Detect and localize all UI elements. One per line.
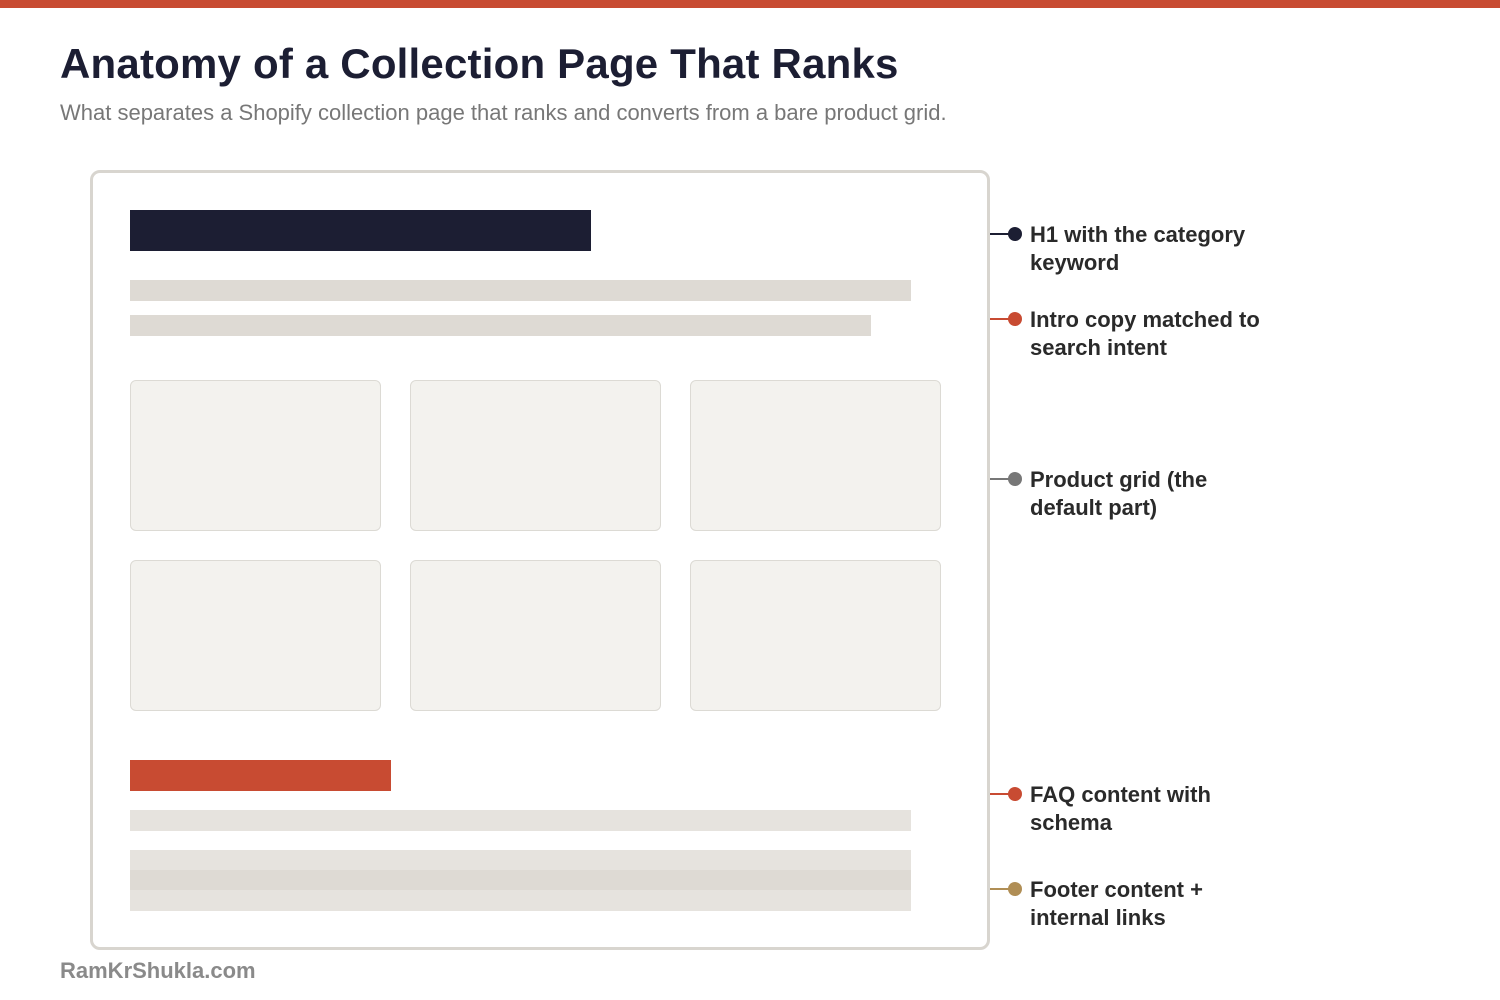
intro-copy-line [130, 315, 871, 336]
faq-heading-bar [130, 760, 391, 791]
product-card [690, 380, 941, 531]
callout-dot-icon [1008, 882, 1022, 896]
footer-content-line [130, 890, 911, 911]
h1-placeholder-bar [130, 210, 591, 251]
callout-connector-line [990, 233, 1010, 235]
page-title: Anatomy of a Collection Page That Ranks [60, 40, 899, 87]
callout-label: Footer content + internal links [1030, 877, 1203, 930]
footer-content-line [130, 850, 911, 871]
top-accent-bar [0, 0, 1500, 8]
callout-connector-line [990, 793, 1010, 795]
brand-footer-text: RamKrShukla.com [60, 958, 256, 983]
callout-label: FAQ content with schema [1030, 782, 1211, 835]
product-card [130, 560, 381, 711]
product-card [690, 560, 941, 711]
callout-connector-line [990, 318, 1010, 320]
product-card [410, 380, 661, 531]
callout-label: Intro copy matched to search intent [1030, 307, 1260, 360]
product-card [130, 380, 381, 531]
intro-copy-line [130, 280, 911, 301]
faq-content-line [130, 810, 911, 831]
callout-label: H1 with the category keyword [1030, 222, 1246, 275]
callout-dot-icon [1008, 787, 1022, 801]
callout-label: Product grid (the default part) [1030, 467, 1208, 520]
callout-dot-icon [1008, 227, 1022, 241]
callout-connector-line [990, 478, 1010, 480]
footer-content-line [130, 870, 911, 891]
page-subtitle: What separates a Shopify collection page… [60, 100, 947, 125]
callout-connector-line [990, 888, 1010, 890]
product-card [410, 560, 661, 711]
callout-dot-icon [1008, 472, 1022, 486]
callout-dot-icon [1008, 312, 1022, 326]
